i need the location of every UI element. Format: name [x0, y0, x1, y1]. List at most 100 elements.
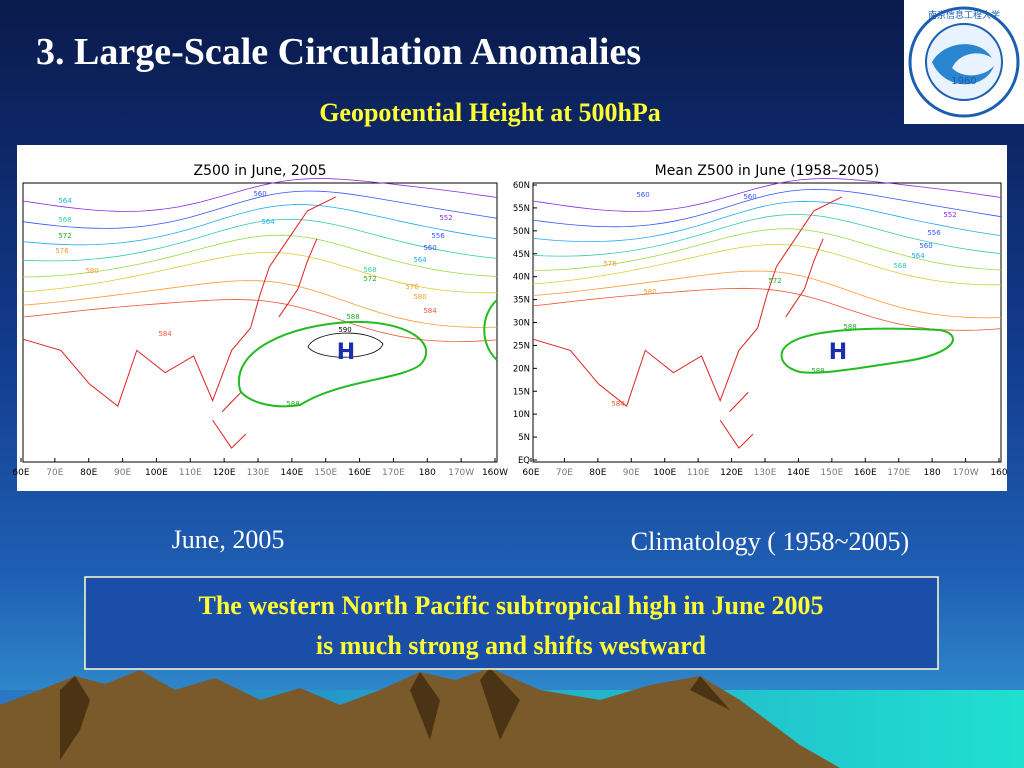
y-tick-label: 15N [513, 387, 530, 397]
y-tick-label: 5N [518, 433, 530, 443]
x-tick-label: 60E [12, 468, 29, 478]
contour-label: 584 [158, 330, 172, 338]
contour-label: 552 [439, 214, 452, 222]
panel-title: Mean Z500 in June (1958–2005) [655, 163, 880, 179]
x-tick-label: 100E [653, 468, 676, 478]
contour-588 [483, 299, 498, 361]
coastline [719, 391, 754, 449]
contour-label: 588 [843, 323, 856, 331]
title: 3. Large-Scale Circulation Anomalies [36, 31, 641, 73]
contour-588 [237, 320, 427, 408]
coastline [278, 238, 318, 318]
contour-line [22, 204, 498, 246]
contour-label: 556 [431, 232, 445, 240]
x-tick-label: 60E [522, 468, 539, 478]
conclusion-line: The western North Pacific subtropical hi… [199, 591, 824, 620]
contour-label: 584 [611, 400, 625, 408]
contour-label: 556 [927, 229, 941, 237]
x-tick-label: 70E [556, 468, 573, 478]
map-frame [532, 182, 1002, 463]
panel-title: Z500 in June, 2005 [194, 163, 327, 179]
contour-line [532, 243, 1001, 286]
x-tick-label: 80E [80, 468, 97, 478]
x-tick-label: 90E [114, 468, 131, 478]
y-tick-label: EQ [518, 456, 530, 466]
y-tick-label: 40N [513, 273, 530, 283]
x-tick-label: 150E [820, 468, 843, 478]
coastline [785, 238, 824, 318]
contour-line [22, 190, 498, 229]
x-tick-label: 100E [145, 468, 168, 478]
contour-label: 564 [261, 218, 275, 226]
y-tick-label: 35N [513, 296, 530, 306]
x-tick-label: 160 [990, 468, 1007, 478]
caption-right: Climatology ( 1958~2005) [631, 527, 909, 556]
x-tick-label: 70E [46, 468, 63, 478]
contour-label: 580 [85, 267, 98, 275]
contour-line [532, 214, 1002, 257]
contour-label: 588 [286, 400, 299, 408]
contour-label: 588 [811, 367, 824, 375]
logo-name: 南京信息工程大学 [928, 9, 1000, 21]
logo: 南京信息工程大学 1960 [904, 0, 1024, 124]
y-tick-label: 50N [513, 227, 530, 237]
contour-label: 564 [911, 252, 925, 260]
contour-label: 588 [346, 313, 359, 321]
x-tick-label: 120E [213, 468, 236, 478]
contour-label: 564 [413, 256, 427, 264]
y-tick-label: 10N [513, 410, 530, 420]
contour-label: 560 [919, 242, 932, 250]
map-panel: Mean Z500 in June (1958–2005) H 60E 70E 80E 9… [513, 163, 1008, 478]
conclusion-box [84, 576, 939, 670]
contour-line [532, 188, 1002, 228]
contour-line [532, 228, 1002, 271]
subtitle: Geopotential Height at 500hPa [319, 98, 661, 127]
contour-line [532, 287, 1002, 331]
logo-swirl [932, 44, 994, 85]
x-tick-label: 90E [623, 468, 640, 478]
conclusion-line: is much strong and shifts westward [316, 631, 707, 660]
x-tick-label: 110E [687, 468, 710, 478]
contour-label: 564 [58, 197, 72, 205]
panels: Z500 in June, 2005 H 60E 70E 80E 90E 100E 110E 1… [12, 163, 1007, 478]
x-tick-label: 140E [280, 468, 303, 478]
contour-label: 560 [636, 191, 649, 199]
contour-line [532, 270, 1002, 319]
map-panel: Z500 in June, 2005 H 60E 70E 80E 90E 100E 110E 1… [12, 163, 508, 478]
high-label: H [337, 340, 355, 365]
contour-line [22, 251, 497, 294]
mountains [0, 668, 840, 768]
contour-label: 568 [893, 262, 906, 270]
x-tick-label: 180 [419, 468, 436, 478]
coastline [532, 196, 843, 408]
contour-line [22, 234, 498, 278]
contour-label: 580 [413, 293, 426, 301]
x-tick-label: 150E [314, 468, 337, 478]
y-tick-label: 30N [513, 319, 530, 329]
y-tick-label: 55N [513, 204, 530, 214]
contour-label: 572 [58, 232, 71, 240]
contour-label: 568 [363, 266, 376, 274]
contour-line [22, 299, 498, 342]
high-label: H [829, 340, 847, 365]
contour-label: 590 [338, 326, 351, 334]
contour-label: 560 [743, 193, 756, 201]
y-tick-label: 20N [513, 364, 530, 374]
logo-inner [925, 23, 1003, 101]
x-tick-label: 170E [382, 468, 405, 478]
x-tick-label: 180 [924, 468, 941, 478]
x-tick-label: 170W [953, 468, 979, 478]
contour-588 [780, 327, 954, 374]
contour-line [532, 200, 1002, 243]
contour-label: 576 [603, 260, 617, 268]
y-tick-label: 25N [513, 341, 530, 351]
coastline [212, 391, 247, 449]
contour-label: 560 [253, 190, 266, 198]
caption-left: June, 2005 [172, 525, 285, 554]
contour-590 [307, 332, 384, 358]
contour-line [22, 178, 498, 212]
y-tick-label: 60N [513, 181, 530, 191]
contour-label: 568 [58, 216, 71, 224]
x-tick-label: 160W [482, 468, 508, 478]
